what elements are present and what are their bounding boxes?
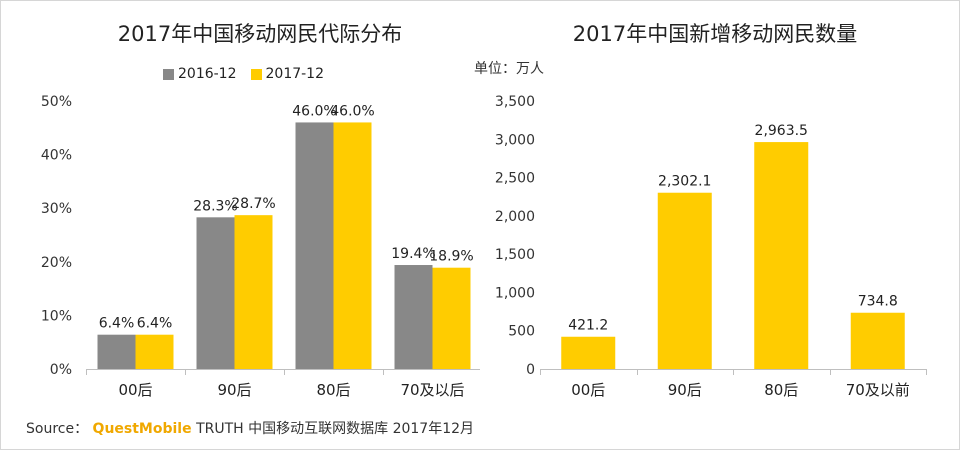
right-data-label: 2,963.5	[755, 123, 808, 139]
legend-label-2016: 2016-12	[178, 66, 237, 82]
left-x-category-label: 80后	[316, 381, 350, 399]
legend-label-2017: 2017-12	[265, 66, 325, 82]
left-data-label: 28.3%	[193, 198, 237, 214]
left-x-category-label: 70及以后	[400, 381, 464, 399]
left-bar-chart: 0% 10% 20% 30% 40% 50% 00后 90后 80后 70及以后 6.4% 28.3%…	[41, 94, 480, 399]
right-bar	[850, 312, 905, 369]
source-brand: QuestMobile	[92, 421, 192, 437]
left-x-category-label: 90后	[217, 381, 251, 399]
left-x-category-label: 00后	[118, 381, 152, 399]
left-chart-title: 2017年中国移动网民代际分布	[117, 22, 403, 46]
left-ytick-label: 10%	[41, 308, 72, 324]
right-ytick-label: 1,000	[495, 285, 535, 301]
right-bar-chart: 0 500 1,000 1,500 2,000 2,500 3,000 3,500 00后 90后…	[495, 94, 927, 399]
right-data-label: 421.2	[568, 318, 608, 334]
right-x-category-label: 00后	[571, 381, 605, 399]
right-bar	[561, 336, 616, 369]
source-prefix: Source：	[26, 421, 89, 437]
left-ytick-label: 20%	[41, 255, 72, 271]
left-data-label: 46.0%	[292, 103, 336, 119]
left-data-label: 6.4%	[99, 316, 135, 332]
left-bar	[196, 217, 235, 369]
legend-swatch-2016	[163, 68, 174, 80]
left-data-label: 6.4%	[137, 316, 173, 332]
left-bar	[234, 215, 273, 369]
right-ytick-label: 3,000	[495, 132, 535, 148]
right-chart-title: 2017年中国新增移动网民数量	[572, 22, 858, 46]
source-rest: TRUTH 中国移动互联网数据库 2017年12月	[196, 421, 475, 437]
left-data-label: 46.0%	[330, 103, 374, 119]
right-x-category-label: 90后	[668, 381, 702, 399]
source-note: Source： QuestMobile TRUTH 中国移动互联网数据库 201…	[26, 418, 474, 438]
left-ytick-label: 0%	[50, 362, 72, 378]
left-bar	[333, 122, 372, 369]
left-ytick-label: 30%	[41, 201, 72, 217]
right-ytick-label: 500	[508, 324, 535, 340]
right-data-label: 734.8	[858, 294, 898, 310]
left-ytick-label: 50%	[41, 94, 72, 110]
right-x-category-label: 80后	[764, 381, 798, 399]
right-data-label: 2,302.1	[658, 174, 711, 190]
right-x-category-label: 70及以前	[846, 381, 910, 399]
left-ytick-label: 40%	[41, 148, 72, 164]
right-ytick-label: 1,500	[495, 247, 535, 263]
right-ytick-label: 3,500	[495, 94, 535, 110]
left-bar	[97, 334, 136, 369]
left-bar	[135, 334, 174, 369]
right-ytick-label: 2,000	[495, 209, 535, 225]
left-bar	[432, 267, 471, 369]
legend: 2016-12 2017-12	[163, 66, 338, 82]
left-bar	[295, 122, 334, 369]
legend-item-2017: 2017-12	[250, 66, 325, 82]
left-data-label: 28.7%	[231, 196, 275, 212]
right-bar	[657, 192, 712, 369]
left-data-label: 18.9%	[429, 249, 473, 265]
right-ytick-label: 0	[526, 362, 535, 378]
right-ytick-label: 2,500	[495, 171, 535, 187]
legend-swatch-2017	[250, 68, 262, 80]
left-bar	[394, 265, 433, 369]
unit-label: 单位：万人	[474, 61, 544, 77]
legend-item-2016: 2016-12	[163, 66, 237, 82]
right-bar	[754, 142, 809, 369]
left-data-label: 19.4%	[391, 246, 435, 262]
